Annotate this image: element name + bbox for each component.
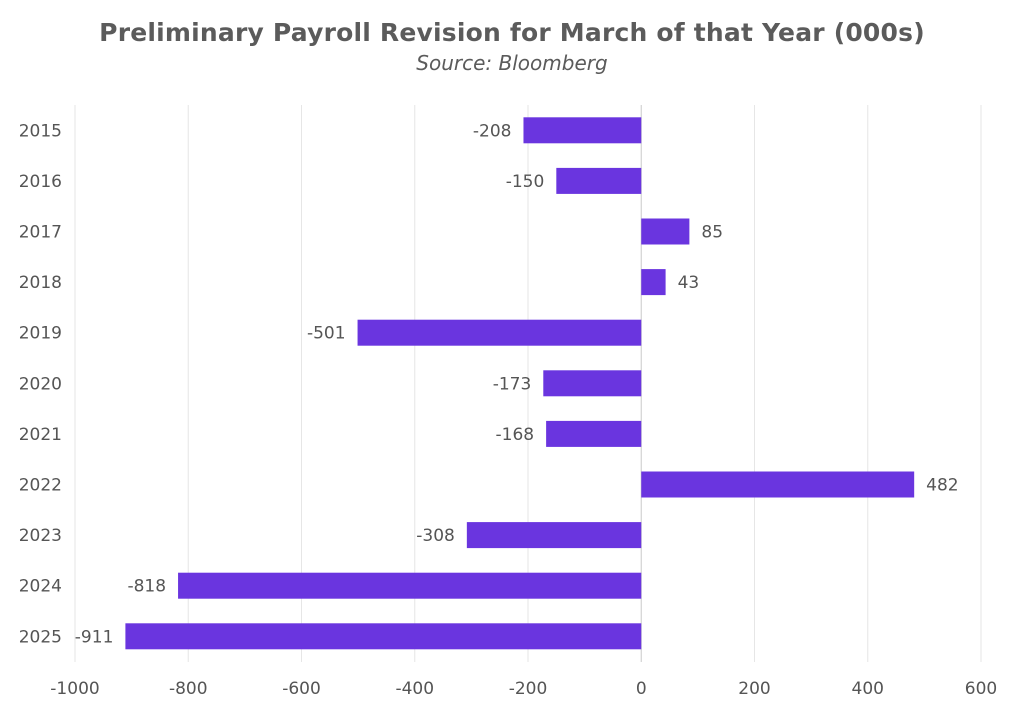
bar [641, 471, 915, 498]
x-tick-label: -800 [169, 679, 208, 699]
bar [357, 319, 642, 346]
category-label: 2024 [19, 577, 62, 597]
category-label: 2021 [19, 425, 62, 445]
x-tick-labels-group: -1000 -800 -600 -400 -200 0 200 400 600 [50, 679, 997, 699]
chart-title: Preliminary Payroll Revision for March o… [99, 18, 925, 47]
data-label: 482 [926, 476, 958, 496]
category-label: 2019 [19, 324, 62, 344]
data-label: -168 [496, 425, 535, 445]
bar [178, 572, 642, 599]
category-label: 2017 [19, 223, 62, 243]
category-label: 2016 [19, 172, 62, 192]
x-tick-label: -1000 [50, 679, 99, 699]
category-label: 2022 [19, 476, 62, 496]
bar [556, 167, 642, 194]
category-label: 2018 [19, 273, 62, 293]
bar [641, 269, 666, 296]
category-label: 2020 [19, 374, 62, 394]
bar [466, 522, 642, 549]
data-labels-group: -208 -150 85 43 -501 -173 -168 482 -308 -818 -911 [75, 121, 959, 647]
x-tick-label: 400 [852, 679, 884, 699]
bar [546, 420, 642, 447]
bars-group [125, 117, 915, 650]
category-label: 2025 [19, 627, 62, 647]
category-labels-group: 2015 2016 2017 2018 2019 2020 2021 2022 2023 2024… [19, 121, 62, 647]
x-tick-label: 200 [738, 679, 770, 699]
grid-lines [74, 105, 982, 662]
data-label: -501 [307, 324, 346, 344]
x-tick-label: -400 [395, 679, 434, 699]
x-tick-label: -600 [282, 679, 321, 699]
data-label: 85 [701, 223, 723, 243]
data-label: -173 [493, 374, 532, 394]
bar [641, 218, 690, 245]
data-label: 43 [678, 273, 700, 293]
chart-subtitle: Source: Bloomberg [416, 51, 608, 75]
bar [543, 370, 642, 397]
x-tick-label: 0 [636, 679, 647, 699]
data-label: -911 [75, 627, 114, 647]
data-label: -308 [416, 526, 455, 546]
category-label: 2023 [19, 526, 62, 546]
category-label: 2015 [19, 121, 62, 141]
x-tick-label: 600 [965, 679, 997, 699]
data-label: -208 [473, 121, 512, 141]
x-tick-label: -200 [509, 679, 548, 699]
data-label: -150 [506, 172, 545, 192]
bar [523, 117, 642, 144]
data-label: -818 [127, 577, 166, 597]
bar [125, 623, 642, 650]
